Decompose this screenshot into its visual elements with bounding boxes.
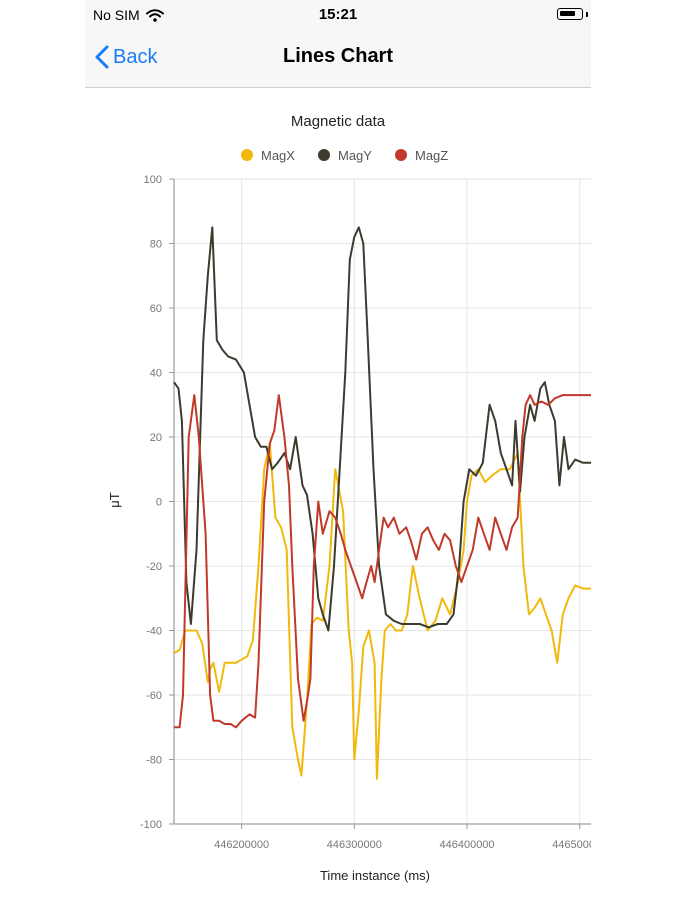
battery-tip [586,12,588,17]
legend-marker-magx [241,149,253,161]
y-tick-label: -20 [146,561,162,573]
y-tick-label: -60 [146,690,162,702]
y-tick-label: -100 [140,819,162,831]
y-axis-label: μT [107,492,122,507]
chart-grid [174,178,591,825]
back-label: Back [113,45,158,68]
y-tick-label: 0 [156,497,162,509]
legend-label-magx: MagX [261,148,295,163]
y-tick-label: 60 [150,303,162,315]
y-tick-label: -40 [146,626,162,638]
chevron-left-icon [95,45,109,69]
back-button[interactable]: Back [95,42,157,72]
chart-series [173,226,591,780]
legend-label-magz: MagZ [415,148,448,163]
status-left: No SIM [93,7,164,23]
magnetic-line-chart: Magnetic data MagX MagY MagZ -100 -80 -60 -40… [107,113,607,883]
chart-title: Magnetic data [291,113,386,130]
navigation-bar: Back Lines Chart [85,30,591,88]
y-tick-label: 100 [144,174,162,186]
battery-level [560,11,576,16]
carrier-label: No SIM [93,7,140,23]
wifi-icon [145,8,164,22]
x-tick-label: 446400000 [439,839,494,851]
x-tick-label: 446200000 [214,839,269,851]
x-tick-label: 446500000 [552,839,591,851]
legend-label-magy: MagY [338,148,372,163]
y-tick-label: 20 [150,432,162,444]
y-tick-label: 80 [150,239,162,251]
status-time: 15:21 [318,6,358,23]
x-axis-label: Time instance (ms) [320,868,430,883]
x-tick-label: 446300000 [327,839,382,851]
series-line-magx [173,442,591,780]
phone-screen: No SIM 15:21 Back Lines Chart Magnetic d… [85,0,607,900]
page-title: Lines Chart [282,45,394,67]
y-tick-label: -80 [146,755,162,767]
chart-legend: MagX MagY MagZ [241,148,448,163]
legend-marker-magz [395,149,407,161]
y-tick-label: 40 [150,368,162,380]
battery-icon [557,8,583,20]
series-line-magz [174,394,591,729]
chart-axes: -100 -80 -60 -40 -20 0 20 40 60 80 100 446200000 446… [140,174,607,851]
series-line-magy [173,226,591,632]
legend-marker-magy [318,149,330,161]
status-bar: No SIM 15:21 [85,0,591,30]
chart-container: Magnetic data MagX MagY MagZ -100 -80 -60 -40… [85,100,607,895]
